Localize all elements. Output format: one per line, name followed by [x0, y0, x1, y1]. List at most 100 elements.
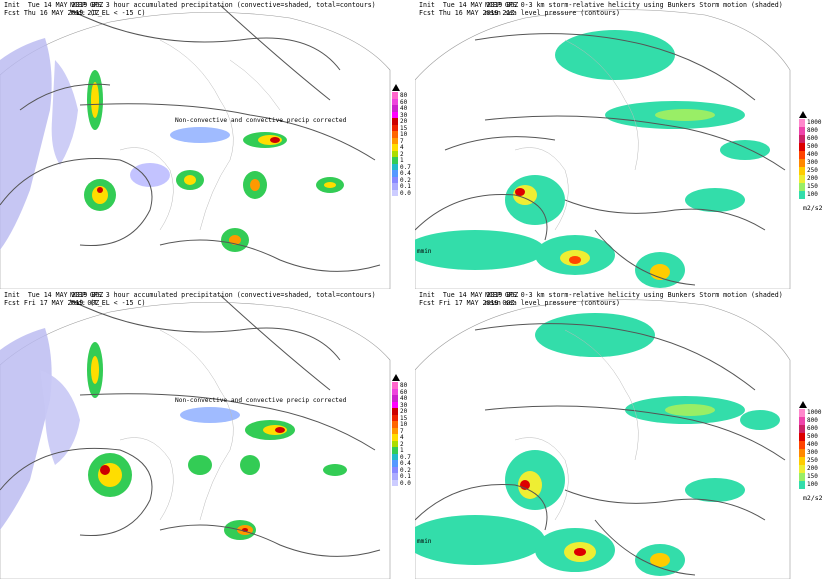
legend-label: 20	[400, 408, 408, 415]
legend-swatch	[799, 135, 805, 143]
legend-swatch	[392, 479, 398, 486]
legend-swatch	[799, 191, 805, 199]
legend-swatch	[392, 382, 398, 389]
min-label: mmin	[417, 248, 432, 255]
legend-entry: 800	[799, 127, 829, 135]
legend-swatch	[799, 409, 805, 417]
units-label: m2/s2	[803, 204, 823, 212]
legend-entry: 500	[799, 433, 829, 441]
legend-swatch	[392, 170, 398, 177]
legend-swatch	[392, 453, 398, 460]
coastlines	[514, 39, 639, 231]
legend-swatch	[799, 465, 805, 473]
legend-swatch	[392, 137, 398, 144]
legend-entry: 600	[799, 425, 829, 433]
coastlines	[514, 329, 639, 521]
map-panel-srh-fri: Init Tue 14 MAY 2019 06Z NCEP GFS 0-3 km…	[415, 290, 830, 579]
legend-label: 400	[807, 151, 818, 158]
legend-entry: 4	[392, 434, 415, 441]
isobars	[0, 4, 381, 272]
legend-swatch	[799, 433, 805, 441]
legend-swatch	[799, 143, 805, 151]
legend-max-arrow	[799, 111, 807, 118]
panel-header: Init Tue 14 MAY 2019 06Z NCEP GFS 0-3 km…	[419, 291, 783, 307]
legend-swatch	[392, 440, 398, 447]
legend-entry: 7	[392, 427, 415, 435]
legend-entry: 80	[392, 92, 415, 99]
legend-entry: 0.7	[392, 453, 415, 461]
convective-cells	[84, 70, 344, 252]
legend-entry: 0.4	[392, 460, 415, 467]
legend-label: 30	[400, 401, 408, 409]
legend-label: 0.4	[400, 170, 411, 177]
legend-swatch	[799, 167, 805, 175]
map-canvas	[0, 4, 391, 289]
legend-entry: 150	[799, 473, 829, 481]
legend-swatch	[392, 163, 398, 170]
legend-swatch	[799, 457, 805, 465]
init-time: Init Tue 14 MAY 2019 06Z	[4, 1, 104, 9]
legend-entry: 300	[799, 449, 829, 457]
legend-label: 1	[400, 447, 404, 454]
legend-entry: 15	[392, 124, 415, 132]
map-canvas	[415, 9, 791, 289]
legend-entry: 0.0	[392, 479, 415, 487]
forecast-time: Fcst Thu 16 MAY 2019 21Z	[419, 9, 515, 17]
legend-swatch	[392, 460, 398, 467]
correction-note: Non-convective and convective precip cor…	[175, 117, 347, 124]
legend-label: 80	[400, 382, 408, 389]
legend-entry: 1	[392, 157, 415, 164]
legend-swatch	[799, 473, 805, 481]
isobars	[415, 33, 786, 286]
min-label: mmin	[417, 538, 432, 545]
legend-label: 500	[807, 143, 818, 150]
legend-entry: 0.2	[392, 176, 415, 184]
legend-swatch	[392, 473, 398, 480]
init-time: Init Tue 14 MAY 2019 06Z	[419, 291, 519, 299]
legend-entry: 400	[799, 441, 829, 449]
legend-entry: 30	[392, 111, 415, 119]
legend-label: 0.4	[400, 460, 411, 467]
legend-label: 0.1	[400, 183, 411, 190]
legend-entry: 500	[799, 143, 829, 151]
map-panel-precip-thu: Init Tue 14 MAY 2019 06Z NCEP GFS 3 hour…	[0, 0, 415, 289]
legend-label: 10	[400, 131, 408, 138]
coastlines	[119, 329, 234, 521]
legend-entry: 300	[799, 159, 829, 167]
legend-entry: 600	[799, 135, 829, 143]
legend-entry: 0.0	[392, 189, 415, 197]
panel-header: Init Tue 14 MAY 2019 06Z NCEP GFS 0-3 km…	[419, 1, 783, 17]
helicity-shading	[415, 313, 780, 576]
legend-label: 1000	[807, 409, 822, 416]
map-panel-srh-thu: Init Tue 14 MAY 2019 06Z NCEP GFS 0-3 km…	[415, 0, 830, 289]
legend-swatch	[799, 175, 805, 183]
legend-label: 2	[400, 150, 404, 158]
panel-header: Init Tue 14 MAY 2019 06Z NCEP GFS 3 hour…	[4, 291, 376, 307]
legend-entry: 1000	[799, 119, 829, 127]
legend-label: 600	[807, 135, 818, 142]
legend-label: 60	[400, 98, 408, 106]
legend-swatch	[799, 449, 805, 457]
legend-entry: 10	[392, 421, 415, 428]
legend-label: 4	[400, 144, 404, 151]
field-title: NCEP GFS 3 hour accumulated precipitatio…	[69, 291, 376, 299]
legend-entry: 60	[392, 98, 415, 106]
legend-label: 0.2	[400, 176, 411, 184]
legend-swatch	[392, 118, 398, 125]
legend-label: 7	[400, 427, 404, 435]
legend-swatch	[392, 414, 398, 421]
legend-label: 400	[807, 441, 818, 448]
legend-entry: 250	[799, 457, 829, 465]
legend-label: 40	[400, 395, 408, 402]
legend-label: 15	[400, 124, 408, 132]
legend-entry: 20	[392, 408, 415, 415]
legend-swatch	[392, 408, 398, 415]
field-title: NCEP GFS 3 hour accumulated precipitatio…	[69, 1, 376, 9]
legend-entry: 200	[799, 175, 829, 183]
legend-label: 100	[807, 481, 818, 488]
legend-label: 0.7	[400, 453, 411, 461]
legend-label: 800	[807, 127, 818, 134]
legend-swatch	[392, 447, 398, 454]
legend-max-arrow	[392, 374, 400, 381]
legend-label: 100	[807, 191, 818, 198]
